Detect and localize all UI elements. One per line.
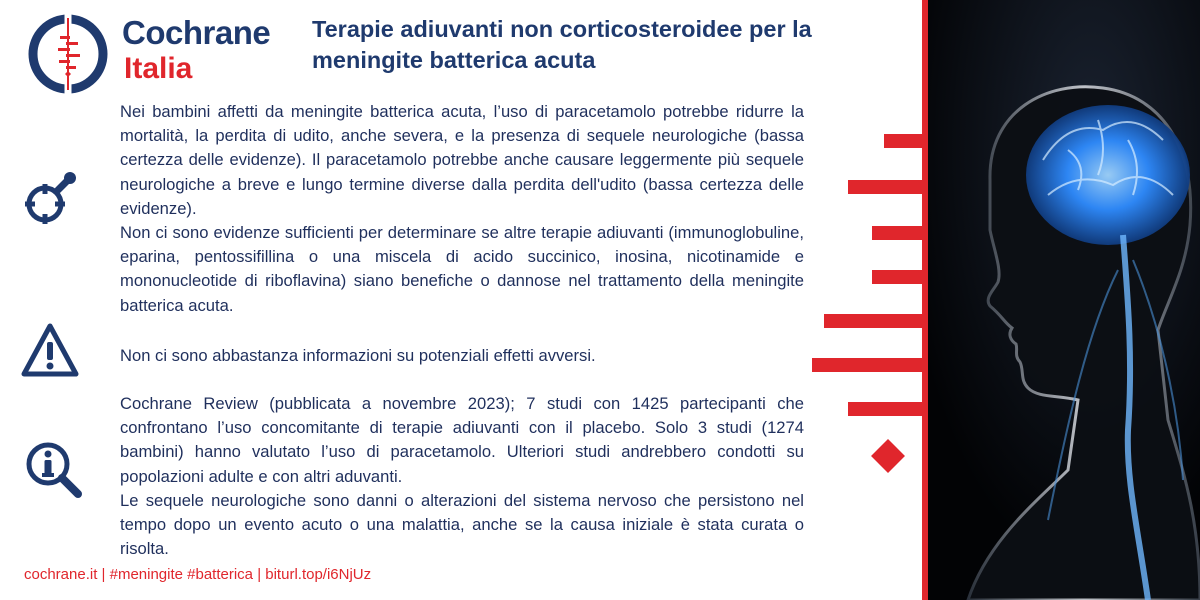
brand-name: Cochrane <box>122 14 271 51</box>
red-bar <box>848 402 922 416</box>
warning-text: Non ci sono abbastanza informazioni su p… <box>120 346 596 365</box>
results-paragraph: Nei bambini affetti da meningite batteri… <box>120 102 804 218</box>
footer-links[interactable]: cochrane.it | #meningite #batterica | bi… <box>24 566 372 583</box>
info-section: Cochrane Review (pubblicata a novembre 2… <box>120 392 804 561</box>
brand-region: Italia <box>124 52 193 85</box>
red-divider <box>922 0 928 600</box>
results-paragraph: Non ci sono evidenze sufficienti per det… <box>120 223 804 315</box>
warning-triangle-icon <box>21 323 79 377</box>
warning-section: Non ci sono abbastanza informazioni su p… <box>120 344 804 368</box>
info-paragraph: Cochrane Review (pubblicata a novembre 2… <box>120 394 804 486</box>
target-magnifier-icon <box>25 172 76 224</box>
red-bar <box>812 358 922 372</box>
red-bar <box>884 134 922 148</box>
red-bar <box>872 270 922 284</box>
red-bar <box>848 180 922 194</box>
red-bar <box>872 226 922 240</box>
brain-illustration <box>928 0 1200 600</box>
cochrane-logo[interactable] <box>28 14 108 94</box>
red-diamond <box>871 439 905 473</box>
red-bar <box>824 314 922 328</box>
head-silhouette-image <box>928 0 1200 600</box>
info-paragraph: Le sequele neurologiche sono danni o alt… <box>120 490 804 559</box>
results-section: Nei bambini affetti da meningite batteri… <box>120 100 804 318</box>
page-title: Terapie adiuvanti non corticosteroidee p… <box>312 16 812 74</box>
info-magnifier-icon <box>26 442 82 498</box>
